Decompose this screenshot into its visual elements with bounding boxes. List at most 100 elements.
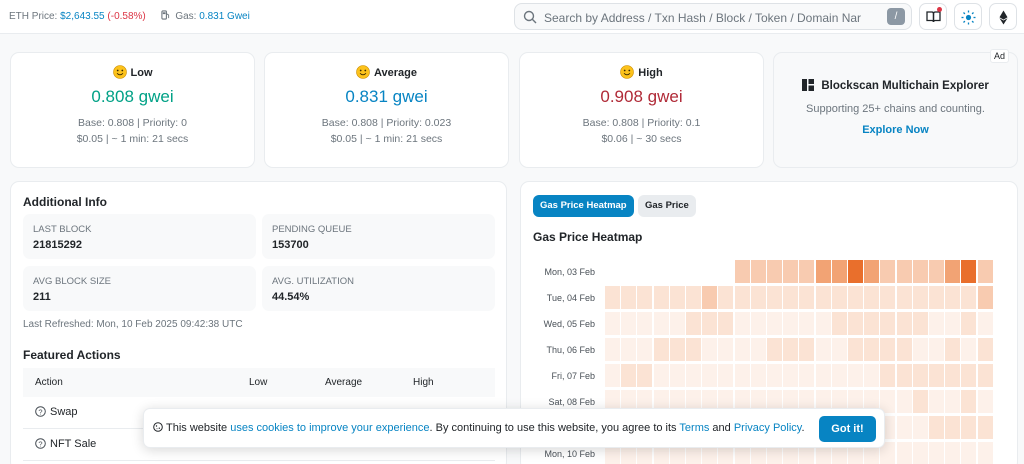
heatmap-cell[interactable] xyxy=(637,286,653,309)
heatmap-cell[interactable] xyxy=(734,390,750,413)
heatmap-cell[interactable] xyxy=(605,260,620,283)
terms-link[interactable]: Terms xyxy=(679,422,710,434)
heatmap-cell[interactable] xyxy=(880,312,896,335)
heatmap-cell[interactable] xyxy=(653,338,669,361)
heatmap-cell[interactable] xyxy=(767,364,782,387)
heatmap-cell[interactable] xyxy=(912,364,928,387)
heatmap-cell[interactable] xyxy=(799,286,815,309)
heatmap-cell[interactable] xyxy=(799,364,815,387)
heatmap-cell[interactable] xyxy=(669,390,685,413)
heatmap-cell[interactable] xyxy=(653,260,669,283)
heatmap-cell[interactable] xyxy=(945,338,961,361)
heatmap-cell[interactable] xyxy=(605,364,620,387)
heatmap-cell[interactable] xyxy=(880,286,896,309)
heatmap-cell[interactable] xyxy=(912,312,928,335)
heatmap-cell[interactable] xyxy=(961,312,977,335)
heatmap-cell[interactable] xyxy=(799,390,815,413)
heatmap-cell[interactable] xyxy=(686,364,701,387)
heatmap-cell[interactable] xyxy=(686,286,701,309)
heatmap-cell[interactable] xyxy=(799,312,815,335)
heatmap-cell[interactable] xyxy=(718,260,734,283)
heatmap-cell[interactable] xyxy=(815,364,831,387)
heatmap-cell[interactable] xyxy=(864,338,880,361)
heatmap-cell[interactable] xyxy=(929,364,944,387)
heatmap-cell[interactable] xyxy=(896,312,912,335)
help-icon[interactable]: ? xyxy=(35,438,46,449)
heatmap-cell[interactable] xyxy=(718,364,734,387)
heatmap-cell[interactable] xyxy=(912,260,928,283)
heatmap-cell[interactable] xyxy=(945,364,961,387)
heatmap-cell[interactable] xyxy=(702,260,718,283)
heatmap-cell[interactable] xyxy=(848,286,863,309)
privacy-policy-link[interactable]: Privacy Policy xyxy=(733,422,802,434)
heatmap-cell[interactable] xyxy=(977,364,993,387)
heatmap-cell[interactable] xyxy=(977,338,993,361)
heatmap-cell[interactable] xyxy=(718,390,734,413)
heatmap-cell[interactable] xyxy=(653,364,669,387)
heatmap-cell[interactable] xyxy=(702,390,718,413)
heatmap-cell[interactable] xyxy=(977,260,993,283)
heatmap-cell[interactable] xyxy=(783,286,799,309)
heatmap-cell[interactable] xyxy=(686,260,701,283)
help-icon[interactable]: ? xyxy=(35,406,46,417)
heatmap-cell[interactable] xyxy=(653,390,669,413)
heatmap-cell[interactable] xyxy=(880,338,896,361)
heatmap-cell[interactable] xyxy=(815,390,831,413)
heatmap-cell[interactable] xyxy=(880,442,896,464)
stat-pending-queue[interactable]: PENDING QUEUE 153700 xyxy=(262,214,495,259)
heatmap-cell[interactable] xyxy=(896,442,912,464)
heatmap-cell[interactable] xyxy=(702,286,718,309)
heatmap-cell[interactable] xyxy=(864,286,880,309)
heatmap-cell[interactable] xyxy=(702,338,718,361)
heatmap-cell[interactable] xyxy=(961,416,977,439)
heatmap-cell[interactable] xyxy=(669,260,685,283)
heatmap-cell[interactable] xyxy=(831,338,847,361)
heatmap-cell[interactable] xyxy=(637,390,653,413)
heatmap-cell[interactable] xyxy=(848,390,863,413)
heatmap-cell[interactable] xyxy=(912,416,928,439)
heatmap-cell[interactable] xyxy=(783,390,799,413)
heatmap-cell[interactable] xyxy=(621,338,637,361)
heatmap-cell[interactable] xyxy=(686,338,701,361)
ad-explore-link[interactable]: Explore Now xyxy=(862,124,929,136)
heatmap-cell[interactable] xyxy=(637,364,653,387)
heatmap-cell[interactable] xyxy=(718,338,734,361)
heatmap-cell[interactable] xyxy=(783,260,799,283)
heatmap-cell[interactable] xyxy=(945,442,961,464)
heatmap-cell[interactable] xyxy=(912,442,928,464)
heatmap-cell[interactable] xyxy=(637,338,653,361)
heatmap-cell[interactable] xyxy=(637,312,653,335)
book-button[interactable] xyxy=(919,3,947,30)
heatmap-cell[interactable] xyxy=(864,260,880,283)
heatmap-cell[interactable] xyxy=(815,260,831,283)
heatmap-cell[interactable] xyxy=(929,312,944,335)
heatmap-cell[interactable] xyxy=(734,286,750,309)
heatmap-cell[interactable] xyxy=(702,364,718,387)
heatmap-cell[interactable] xyxy=(621,390,637,413)
heatmap-cell[interactable] xyxy=(653,286,669,309)
search-input[interactable]: Search by Address / Txn Hash / Block / T… xyxy=(544,11,862,25)
heatmap-cell[interactable] xyxy=(896,416,912,439)
heatmap-cell[interactable] xyxy=(734,338,750,361)
heatmap-cell[interactable] xyxy=(896,338,912,361)
search-bar[interactable]: Search by Address / Txn Hash / Block / T… xyxy=(514,3,912,30)
heatmap-cell[interactable] xyxy=(669,312,685,335)
heatmap-cell[interactable] xyxy=(977,416,993,439)
heatmap-cell[interactable] xyxy=(669,338,685,361)
heatmap-cell[interactable] xyxy=(734,312,750,335)
heatmap-cell[interactable] xyxy=(783,312,799,335)
heatmap-cell[interactable] xyxy=(686,312,701,335)
heatmap-cell[interactable] xyxy=(864,364,880,387)
heatmap-cell[interactable] xyxy=(799,338,815,361)
heatmap-cell[interactable] xyxy=(961,286,977,309)
heatmap-cell[interactable] xyxy=(961,364,977,387)
heatmap-cell[interactable] xyxy=(621,312,637,335)
heatmap-cell[interactable] xyxy=(945,390,961,413)
heatmap-cell[interactable] xyxy=(815,286,831,309)
heatmap-cell[interactable] xyxy=(977,286,993,309)
tab-gas-price[interactable]: Gas Price xyxy=(638,195,696,217)
heatmap-cell[interactable] xyxy=(734,260,750,283)
heatmap-cell[interactable] xyxy=(945,312,961,335)
heatmap-cell[interactable] xyxy=(605,312,620,335)
heatmap-cell[interactable] xyxy=(605,338,620,361)
